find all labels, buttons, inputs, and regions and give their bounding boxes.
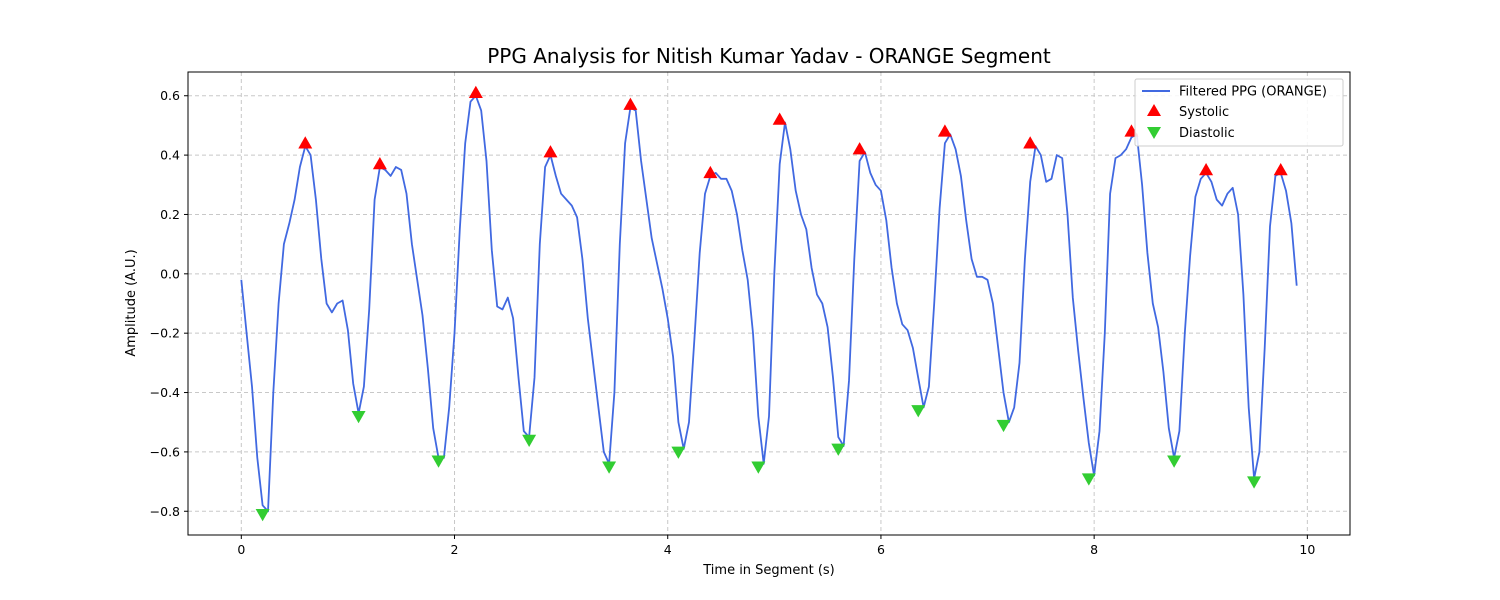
systolic-peak-marker <box>298 136 313 149</box>
diastolic-trough-marker <box>255 508 270 522</box>
legend-label-systolic: Systolic <box>1179 105 1229 120</box>
y-axis-label: Amplitude (A.U.) <box>124 249 139 356</box>
diastolic-trough-marker <box>351 411 366 424</box>
x-tick-label: 10 <box>1299 542 1315 557</box>
diastolic-trough-marker <box>671 446 686 459</box>
diastolic-trough-marker <box>1247 476 1262 489</box>
systolic-peak-marker <box>772 112 787 125</box>
y-tick-label: 0.0 <box>160 266 180 281</box>
systolic-peak-marker <box>372 157 387 170</box>
diastolic-trough-marker <box>911 405 926 418</box>
diastolic-trough-marker <box>522 434 537 448</box>
grid <box>188 72 1350 535</box>
diastolic-trough-marker <box>1081 473 1096 486</box>
legend-box <box>1134 78 1344 147</box>
x-tick-label: 2 <box>451 542 459 557</box>
systolic-peak-marker <box>543 145 558 158</box>
axes-frame <box>187 71 1351 536</box>
diastolic-trough-marker <box>996 419 1011 433</box>
legend-label-filtered: Filtered PPG (ORANGE) <box>1179 85 1327 100</box>
systolic-peak-marker <box>623 97 638 110</box>
systolic-peak-marker <box>703 165 718 179</box>
series-line-filtered-ppg <box>240 94 1298 513</box>
diastolic-trough-marker <box>431 455 446 468</box>
y-tick-label: −0.8 <box>150 504 180 519</box>
systolic-peak-marker <box>1023 136 1038 149</box>
plot-area <box>240 85 1298 522</box>
legend-diastolic-marker <box>1147 127 1161 139</box>
y-tick-label: −0.2 <box>150 326 180 341</box>
diastolic-trough-marker <box>1167 455 1182 468</box>
systolic-peak-marker <box>937 124 952 137</box>
legend: Filtered PPG (ORANGE) Systolic Diastolic <box>1134 78 1344 147</box>
diastolic-trough-marker <box>602 461 617 474</box>
y-tick-label: 0.4 <box>160 148 180 163</box>
chart-title: PPG Analysis for Nitish Kumar Yadav - OR… <box>487 44 1051 68</box>
x-axis-label: Time in Segment (s) <box>702 563 834 578</box>
x-tick-label: 4 <box>664 542 672 557</box>
x-tick-label: 0 <box>237 542 245 557</box>
y-tick-label: 0.2 <box>160 207 180 222</box>
legend-systolic-marker <box>1147 104 1161 116</box>
systolic-peak-marker <box>1273 162 1288 176</box>
legend-label-diastolic: Diastolic <box>1179 126 1235 141</box>
diastolic-trough-marker <box>831 443 846 456</box>
axis-ticks: 0 2 4 6 8 10 −0.8 −0.6 −0.4 −0.2 0.0 0.2 0.4 0.6 <box>150 88 1316 557</box>
x-tick-label: 6 <box>877 542 885 557</box>
systolic-peak-marker <box>1199 162 1214 176</box>
y-tick-label: −0.4 <box>150 385 180 400</box>
y-tick-label: 0.6 <box>160 88 180 103</box>
systolic-peak-marker <box>468 85 483 99</box>
y-tick-label: −0.6 <box>150 444 180 459</box>
systolic-peak-marker <box>852 142 867 155</box>
diastolic-trough-marker <box>751 461 766 474</box>
x-tick-label: 8 <box>1090 542 1098 557</box>
